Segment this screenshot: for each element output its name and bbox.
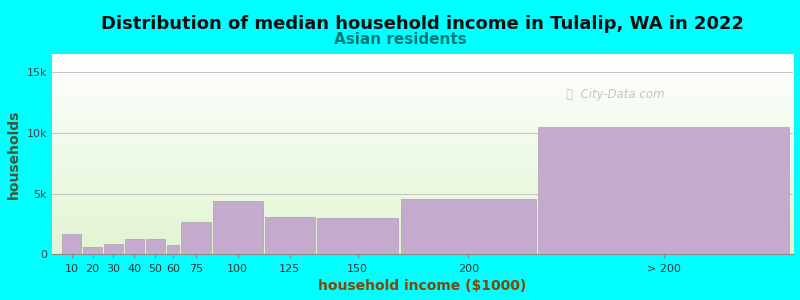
Bar (83, 247, 102, 254)
Bar (538, 127, 789, 254)
Y-axis label: households: households (7, 110, 21, 199)
Bar (265, 217, 315, 254)
Bar (104, 244, 123, 254)
Bar (146, 239, 165, 254)
Bar (317, 218, 398, 254)
Title: Distribution of median household income in Tulalip, WA in 2022: Distribution of median household income … (101, 15, 744, 33)
Bar (125, 239, 144, 254)
Bar (401, 199, 536, 254)
Text: ⓘ  City-Data.com: ⓘ City-Data.com (566, 88, 665, 100)
Text: Asian residents: Asian residents (334, 32, 466, 46)
X-axis label: household income ($1000): household income ($1000) (318, 279, 526, 293)
Bar (62, 234, 81, 254)
Bar (213, 201, 262, 254)
Bar (182, 222, 210, 254)
Bar (166, 245, 179, 254)
